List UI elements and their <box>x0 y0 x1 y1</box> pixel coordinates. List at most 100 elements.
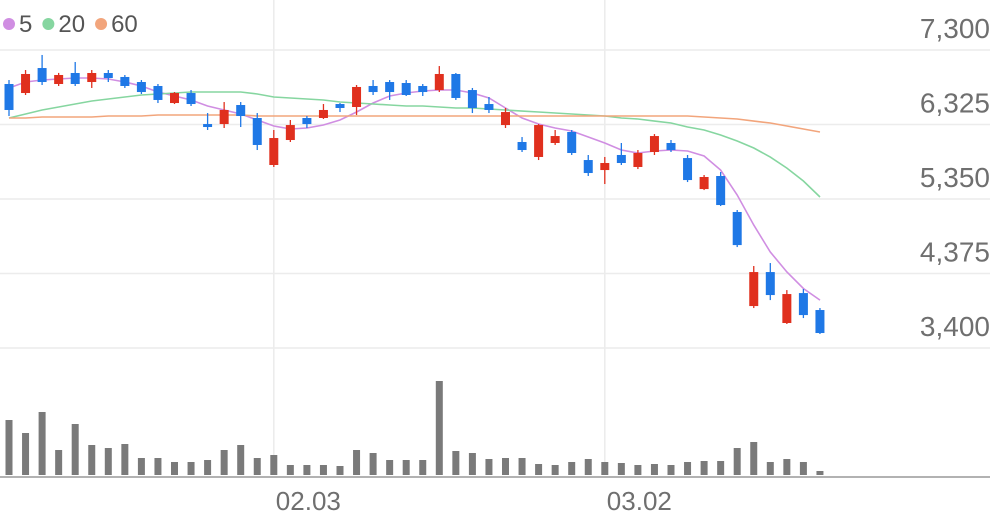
candle-body <box>136 82 146 93</box>
legend-marker <box>3 18 15 30</box>
legend-label: 5 <box>19 11 32 38</box>
volume-bar <box>402 460 410 475</box>
volume-bar <box>502 458 509 475</box>
volume-bar <box>104 448 112 475</box>
volume-bar <box>270 455 278 475</box>
candle-body <box>219 109 229 125</box>
candle-body <box>451 73 461 98</box>
volume-bar <box>353 450 361 475</box>
candle-body <box>798 293 808 316</box>
volume-bar <box>286 465 294 475</box>
volume-bar <box>783 459 791 475</box>
volume-bar <box>319 465 327 475</box>
volume-bar <box>171 462 178 475</box>
candle-body <box>782 294 792 324</box>
y-tick-label: 7,300 <box>920 13 990 44</box>
volume-bar <box>617 463 625 475</box>
volume-bar <box>650 464 658 475</box>
candle-body <box>815 310 825 334</box>
candle-body <box>567 131 577 154</box>
candle-body <box>21 73 31 94</box>
volume-bar <box>71 424 79 475</box>
candle-body <box>550 136 560 143</box>
legend-marker <box>42 18 55 30</box>
candle-body <box>666 142 676 151</box>
volume-bar <box>121 444 129 475</box>
candle-body <box>318 109 328 119</box>
volume-bar <box>601 462 609 475</box>
volume-bar <box>468 453 476 475</box>
volume-bar <box>220 450 228 475</box>
candle-body <box>4 84 14 110</box>
candle-body <box>467 90 477 108</box>
legend-label: 20 <box>58 11 85 38</box>
volume-bar <box>187 462 195 475</box>
candle-body <box>120 76 130 86</box>
volume-bar <box>336 466 344 475</box>
candle-body <box>70 72 80 85</box>
candle-body <box>170 93 179 104</box>
volume-bar <box>816 471 824 475</box>
volume-bar <box>684 462 692 475</box>
moving-average-line <box>9 114 821 133</box>
candle-body <box>600 163 610 171</box>
candle-body <box>633 153 643 167</box>
volume-bar <box>667 465 675 475</box>
candle-body <box>302 118 312 125</box>
legend-label: 60 <box>111 11 138 38</box>
candle-body <box>236 105 246 117</box>
y-tick-label: 5,350 <box>920 162 990 193</box>
volume-bar <box>717 461 725 475</box>
candle-body <box>269 138 279 165</box>
volume-bar <box>452 451 460 475</box>
volume-bar <box>419 460 427 475</box>
candle-body <box>517 141 527 151</box>
volume-bar <box>799 462 807 475</box>
candle-body <box>186 93 196 105</box>
volume-bar <box>303 465 311 475</box>
candle-body <box>534 125 544 157</box>
volume-bar <box>5 420 13 475</box>
candle-body <box>37 68 47 83</box>
moving-average-line <box>8 91 821 198</box>
volume-bar <box>700 461 708 475</box>
candle-body <box>103 72 113 79</box>
candle-body <box>54 74 64 85</box>
volume-bar <box>535 464 543 475</box>
x-tick-label: 03.02 <box>607 486 672 516</box>
candle-body <box>434 73 444 91</box>
candle-body <box>352 86 362 108</box>
candle-body <box>153 85 163 100</box>
x-tick-label: 02.03 <box>276 486 341 516</box>
volume-bar <box>584 459 592 475</box>
candle-body <box>87 72 97 83</box>
candle-body <box>765 272 775 296</box>
volume-bar <box>733 448 741 475</box>
candle-body <box>616 154 626 164</box>
y-tick-label: 4,375 <box>920 237 990 268</box>
candle-body <box>683 158 693 181</box>
y-tick-label: 6,325 <box>920 88 990 119</box>
volume-bar <box>386 460 394 475</box>
volume-bar <box>435 381 443 475</box>
volume-bar <box>237 445 245 475</box>
candle-body <box>501 112 510 126</box>
volume-bar <box>204 460 212 475</box>
candle-body <box>285 125 295 141</box>
candle-body <box>418 85 428 93</box>
volume-bar <box>253 458 261 475</box>
volume-bar <box>485 459 493 475</box>
volume-bar <box>88 445 96 475</box>
volume-bar <box>137 458 145 475</box>
volume-bar <box>766 462 774 475</box>
candle-body <box>716 176 726 206</box>
volume-bar <box>369 453 377 475</box>
candle-body <box>732 211 742 246</box>
volume-bar <box>518 458 526 475</box>
volume-bar <box>154 458 162 475</box>
candle-body <box>401 83 411 96</box>
candle-body <box>203 124 213 128</box>
candle-body <box>335 104 345 108</box>
candle-body <box>649 136 659 153</box>
